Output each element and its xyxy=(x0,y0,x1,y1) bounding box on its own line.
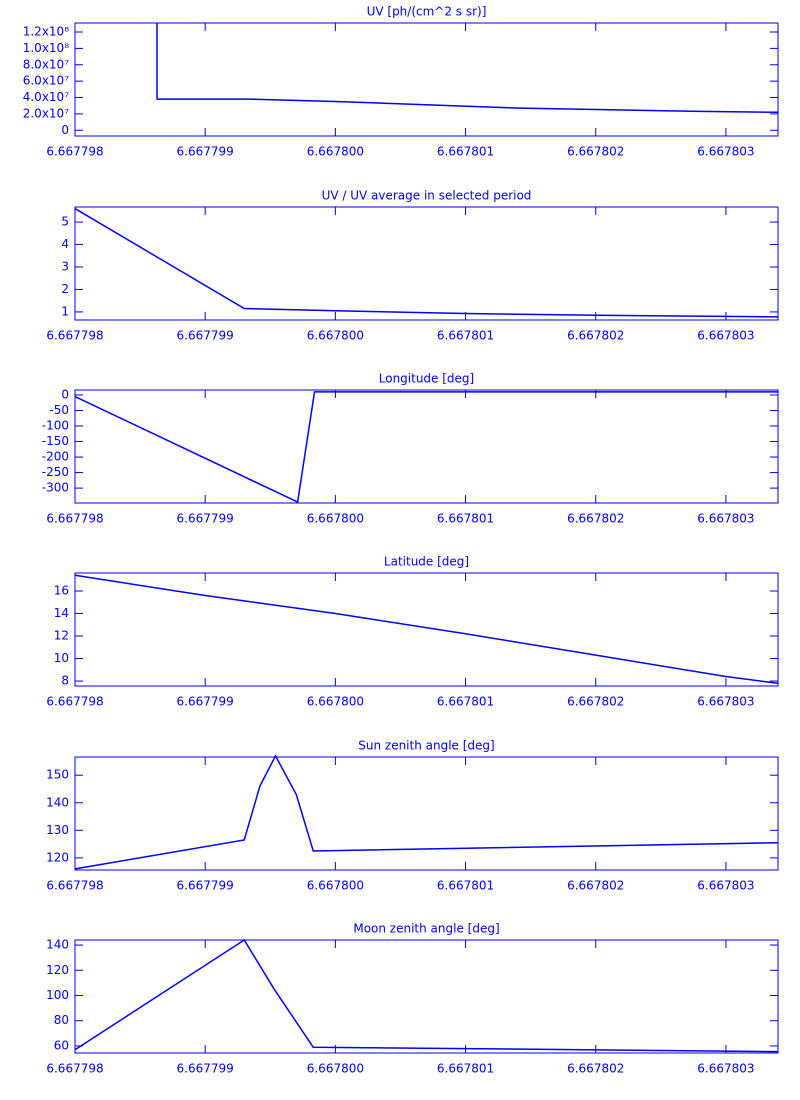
x-tick-label: 6.667802 xyxy=(567,695,624,709)
x-tick-label: 6.667803 xyxy=(697,145,754,159)
y-tick-label: 3 xyxy=(61,259,69,273)
y-tick-label: 80 xyxy=(54,1013,69,1027)
y-tick-label: 100 xyxy=(46,988,69,1002)
y-tick-label: 12 xyxy=(54,629,69,643)
data-line xyxy=(74,754,779,870)
y-tick-label: -100 xyxy=(42,419,69,433)
x-tick-label: 6.667799 xyxy=(177,695,234,709)
x-tick-label: 6.667799 xyxy=(177,145,234,159)
x-tick-label: 6.667799 xyxy=(177,512,234,526)
x-tick-label: 6.667799 xyxy=(177,879,234,893)
chart-title: UV / UV average in selected period xyxy=(322,189,532,203)
x-tick-label: 6.667803 xyxy=(697,329,754,343)
chart-title: Longitude [deg] xyxy=(379,372,474,386)
y-tick-label: 4.0x10⁷ xyxy=(23,90,69,104)
y-tick-label: 0 xyxy=(61,123,69,137)
y-tick-label: 10 xyxy=(54,651,69,665)
x-tick-label: 6.667803 xyxy=(697,1062,754,1076)
chart-title: UV [ph/(cm^2 s sr)] xyxy=(367,5,487,19)
x-tick-label: 6.667801 xyxy=(437,512,494,526)
data-line xyxy=(74,391,778,504)
data-line xyxy=(156,23,779,114)
x-tick-label: 6.667803 xyxy=(697,695,754,709)
y-tick-label: 4 xyxy=(61,237,69,251)
x-tick-label: 6.667800 xyxy=(307,879,364,893)
x-tick-label: 6.667803 xyxy=(697,879,754,893)
chart-title: Sun zenith angle [deg] xyxy=(358,739,494,753)
x-tick-label: 6.667801 xyxy=(437,879,494,893)
x-tick-label: 6.667798 xyxy=(46,329,103,343)
x-tick-label: 6.667800 xyxy=(307,512,364,526)
x-tick-label: 6.667798 xyxy=(46,1062,103,1076)
y-tick-label: 2.0x10⁷ xyxy=(23,106,69,120)
x-tick-label: 6.667800 xyxy=(307,145,364,159)
chart-title: Moon zenith angle [deg] xyxy=(353,922,499,936)
x-tick-label: 6.667803 xyxy=(697,512,754,526)
x-tick-label: 6.667802 xyxy=(567,879,624,893)
y-tick-label: 16 xyxy=(54,584,69,598)
y-tick-label: -50 xyxy=(49,403,69,417)
y-tick-label: 5 xyxy=(61,215,69,229)
y-tick-label: 130 xyxy=(46,823,69,837)
y-tick-label: 8.0x10⁷ xyxy=(23,57,69,71)
data-line xyxy=(74,207,779,318)
x-tick-label: 6.667800 xyxy=(307,329,364,343)
y-tick-label: 60 xyxy=(54,1038,69,1052)
x-tick-label: 6.667800 xyxy=(307,1062,364,1076)
y-tick-label: 150 xyxy=(46,768,69,782)
y-tick-label: 1.2x10⁸ xyxy=(23,25,69,39)
y-tick-label: 120 xyxy=(46,963,69,977)
y-tick-label: 1.0x10⁸ xyxy=(23,41,69,55)
chart-title: Latitude [deg] xyxy=(384,555,469,569)
x-tick-label: 6.667799 xyxy=(177,1062,234,1076)
x-tick-label: 6.667801 xyxy=(437,329,494,343)
x-tick-label: 6.667798 xyxy=(46,145,103,159)
y-tick-label: -200 xyxy=(42,450,69,464)
y-tick-label: 140 xyxy=(46,938,69,952)
x-tick-label: 6.667800 xyxy=(307,695,364,709)
x-tick-label: 6.667798 xyxy=(46,512,103,526)
y-tick-label: 2 xyxy=(61,282,69,296)
y-tick-label: 14 xyxy=(54,606,69,620)
x-tick-label: 6.667802 xyxy=(567,512,624,526)
plot-frame xyxy=(74,389,779,504)
plot-frame xyxy=(74,756,779,871)
data-line xyxy=(74,938,779,1053)
plot-frame xyxy=(74,206,779,321)
y-tick-label: 120 xyxy=(46,850,69,864)
x-tick-label: 6.667799 xyxy=(177,329,234,343)
y-tick-label: 140 xyxy=(46,795,69,809)
plot-frame xyxy=(74,939,779,1054)
x-tick-label: 6.667802 xyxy=(567,145,624,159)
y-tick-label: 8 xyxy=(61,674,69,688)
x-tick-label: 6.667801 xyxy=(437,1062,494,1076)
x-tick-label: 6.667801 xyxy=(437,145,494,159)
plot-frame xyxy=(74,22,779,137)
y-tick-label: -150 xyxy=(42,434,69,448)
data-line xyxy=(74,574,779,685)
plot-frame xyxy=(74,572,779,687)
x-tick-label: 6.667798 xyxy=(46,879,103,893)
y-tick-label: -250 xyxy=(42,465,69,479)
x-tick-label: 6.667802 xyxy=(567,1062,624,1076)
x-tick-label: 6.667802 xyxy=(567,329,624,343)
x-tick-label: 6.667798 xyxy=(46,695,103,709)
y-tick-label: 0 xyxy=(61,387,69,401)
y-tick-label: 6.0x10⁷ xyxy=(23,74,69,88)
y-tick-label: -300 xyxy=(42,481,69,495)
y-tick-label: 1 xyxy=(61,304,69,318)
x-tick-label: 6.667801 xyxy=(437,695,494,709)
